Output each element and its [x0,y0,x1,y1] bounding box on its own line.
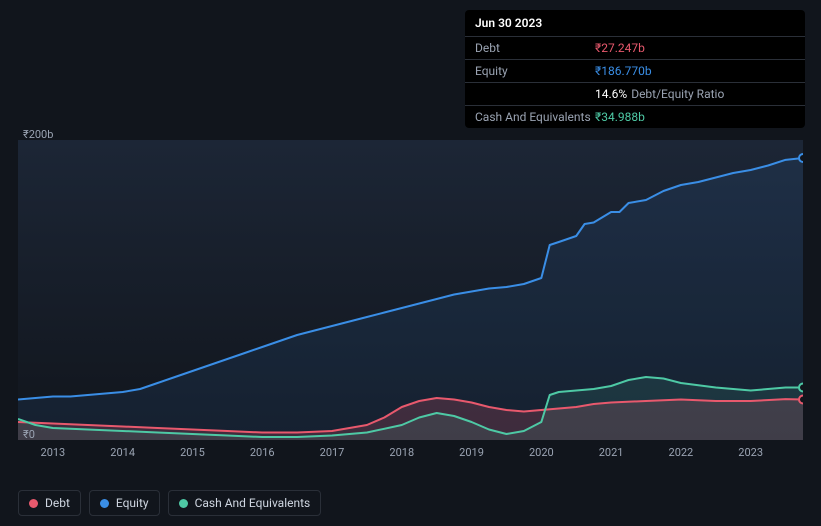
series-end-marker-2 [799,384,803,392]
chart-area: ₹0 ₹200b 2013 2014 2015 2016 2017 2018 2019 2020 2… [18,120,803,465]
xaxis-label: 2019 [459,446,484,459]
legend-label: Equity [116,496,149,510]
xaxis-label: 2013 [41,446,66,459]
chart-plot [18,140,803,440]
legend-item[interactable]: Debt [18,490,81,516]
xaxis-label: 2017 [320,446,345,459]
yaxis-label: ₹0 [23,428,35,441]
legend-dot-icon [29,499,38,508]
legend-item[interactable]: Equity [89,490,160,516]
xaxis-label: 2020 [529,446,554,459]
legend-dot-icon [179,499,188,508]
tooltip-row: Cash And Equivalents₹34.988b [465,106,805,128]
tooltip-row: Debt₹27.247b [465,37,805,60]
yaxis-label: ₹200b [23,128,53,141]
tooltip-row-value: ₹186.770b [595,64,652,78]
tooltip-row: 14.6%Debt/Equity Ratio [465,83,805,106]
series-end-marker-1 [799,396,803,404]
xaxis-label: 2021 [599,446,624,459]
tooltip-date: Jun 30 2023 [465,10,805,37]
xaxis-label: 2023 [738,446,763,459]
tooltip-row-label [475,87,595,101]
tooltip-row: Equity₹186.770b [465,60,805,83]
tooltip-row-value: ₹34.988b [595,110,645,124]
xaxis-label: 2016 [250,446,275,459]
tooltip-row-value: ₹27.247b [595,41,645,55]
xaxis-label: 2022 [669,446,694,459]
legend-dot-icon [100,499,109,508]
tooltip-row-label: Cash And Equivalents [475,110,595,124]
xaxis-label: 2018 [389,446,414,459]
legend-label: Debt [45,496,70,510]
tooltip-row-value: 14.6%Debt/Equity Ratio [595,87,724,101]
xaxis-label: 2015 [180,446,205,459]
legend-item[interactable]: Cash And Equivalents [168,490,322,516]
legend-label: Cash And Equivalents [195,496,311,510]
tooltip-row-label: Equity [475,64,595,78]
xaxis-label: 2014 [110,446,135,459]
tooltip-panel: Jun 30 2023 Debt₹27.247bEquity₹186.770b1… [465,10,805,128]
series-end-marker-0 [799,154,803,162]
legend: Debt Equity Cash And Equivalents [18,490,321,516]
tooltip-row-label: Debt [475,41,595,55]
